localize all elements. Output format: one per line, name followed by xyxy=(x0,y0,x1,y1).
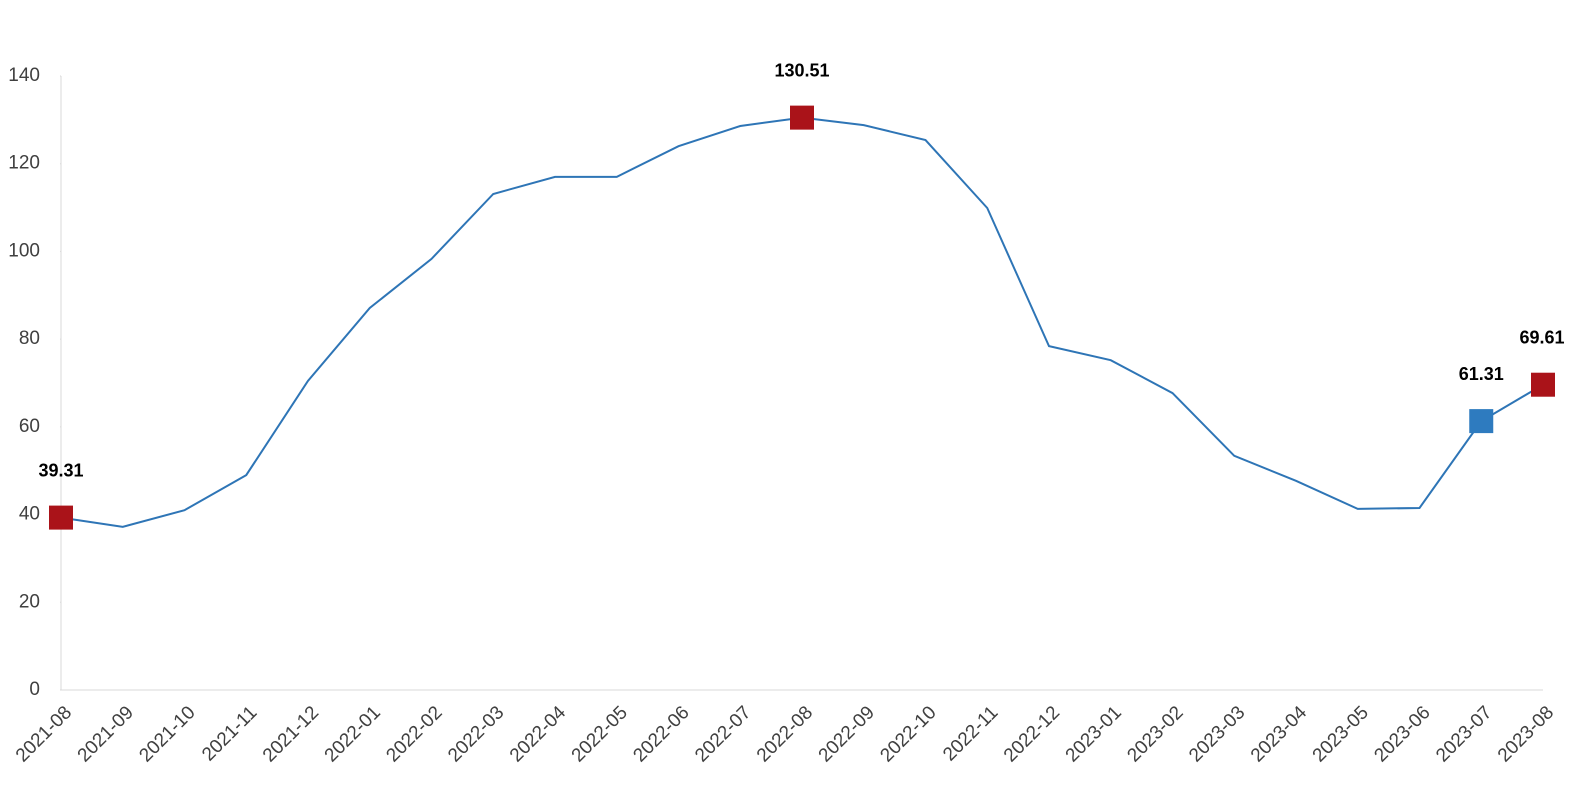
x-tick-label: 2023-07 xyxy=(1432,702,1496,766)
y-tick-label: 140 xyxy=(8,65,40,86)
x-tick-label: 2023-06 xyxy=(1370,702,1434,766)
data-label: 130.51 xyxy=(774,60,829,80)
x-tick-label: 2022-05 xyxy=(568,702,632,766)
marker xyxy=(790,105,814,130)
x-tick-label: 2022-04 xyxy=(506,702,570,766)
x-tick-label: 2023-03 xyxy=(1185,702,1249,766)
x-tick-label: 2021-10 xyxy=(135,702,199,766)
x-tick-label: 2022-08 xyxy=(753,702,817,766)
x-tick-label: 2021-12 xyxy=(259,702,323,766)
y-tick-label: 60 xyxy=(19,416,40,437)
x-tick-label: 2022-10 xyxy=(876,702,940,766)
x-tick-label: 2021-11 xyxy=(198,702,261,765)
marker xyxy=(49,505,73,530)
data-label: 39.31 xyxy=(38,460,83,480)
x-tick-label: 2023-04 xyxy=(1247,702,1311,766)
x-tick-label: 2021-09 xyxy=(74,702,138,766)
x-tick-label: 2023-02 xyxy=(1123,702,1187,766)
marker xyxy=(1469,409,1494,434)
x-tick-label: 2022-12 xyxy=(1000,702,1064,766)
x-tick-label: 2023-08 xyxy=(1494,702,1558,766)
x-tick-label: 2022-06 xyxy=(629,702,693,766)
y-tick-label: 100 xyxy=(8,240,40,261)
y-tick-label: 0 xyxy=(29,679,40,700)
x-tick-label: 2021-08 xyxy=(12,702,76,766)
x-tick-label: 2023-01 xyxy=(1062,702,1126,766)
y-tick-label: 80 xyxy=(19,328,40,349)
marker xyxy=(1531,372,1555,397)
line xyxy=(60,116,1544,528)
x-tick-label: 2022-03 xyxy=(444,702,508,766)
x-tick-label: 2022-09 xyxy=(815,702,879,766)
y-tick-label: 40 xyxy=(19,504,40,525)
x-tick-label: 2022-07 xyxy=(691,702,755,766)
x-tick-label: 2022-01 xyxy=(321,702,385,766)
x-tick-label: 2022-02 xyxy=(382,702,446,766)
y-tick-label: 20 xyxy=(19,591,40,612)
data-label: 61.31 xyxy=(1459,364,1504,384)
y-tick-label: 120 xyxy=(8,153,40,174)
data-label: 69.61 xyxy=(1519,327,1564,347)
x-tick-label: 2023-05 xyxy=(1309,702,1373,766)
x-tick-label: 2022-11 xyxy=(939,702,1002,765)
